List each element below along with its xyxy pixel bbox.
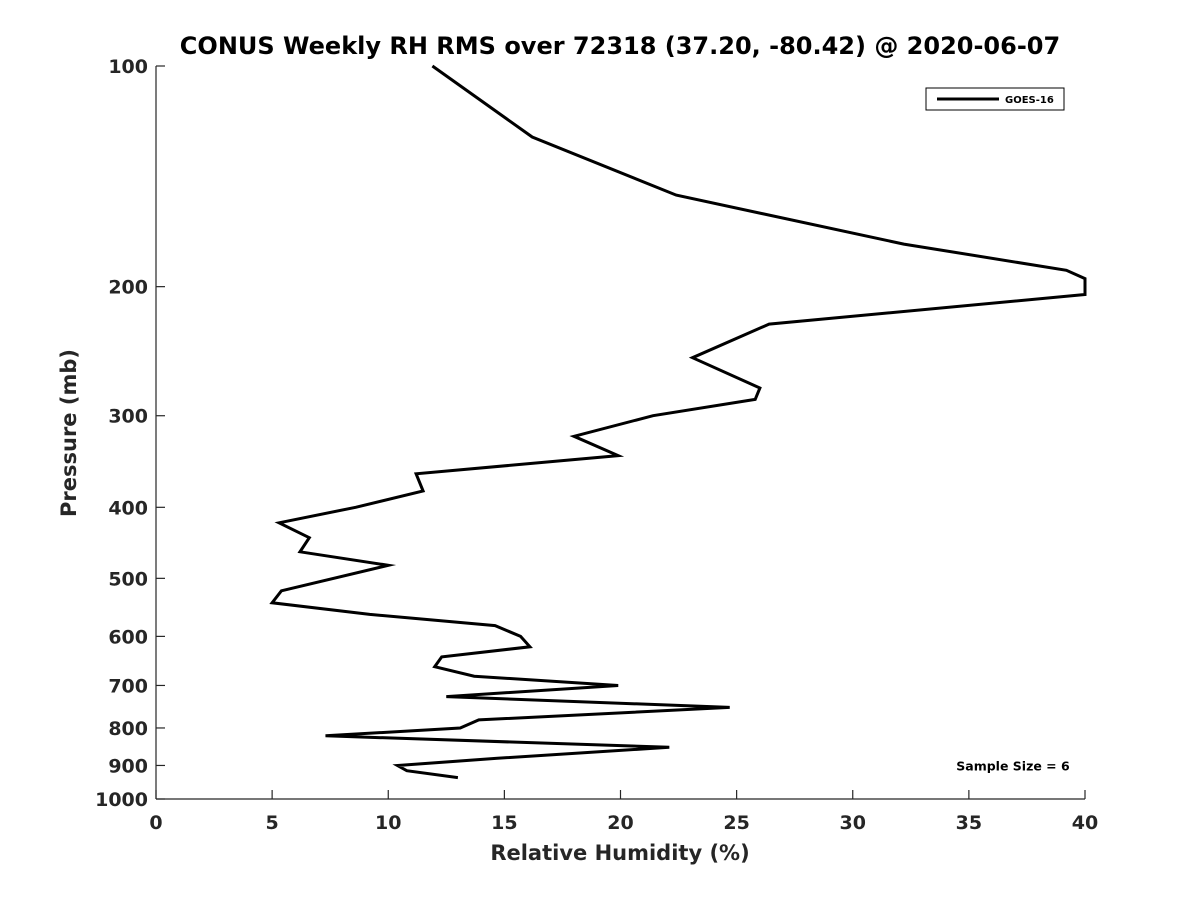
x-tick-label: 40 xyxy=(1072,812,1098,834)
x-tick-label: 10 xyxy=(375,812,401,834)
x-tick-label: 5 xyxy=(266,812,279,834)
y-tick-label: 300 xyxy=(108,406,148,428)
series-line-goes-16 xyxy=(269,64,1087,780)
x-axis-label: Relative Humidity (%) xyxy=(490,841,749,865)
y-tick-label: 500 xyxy=(108,568,148,590)
y-tick-label: 800 xyxy=(108,718,148,740)
y-tick-label: 600 xyxy=(108,626,148,648)
series-layer xyxy=(269,64,1087,780)
x-tick-label: 0 xyxy=(149,812,162,834)
y-tick-label: 200 xyxy=(108,277,148,299)
y-tick-label: 100 xyxy=(108,56,148,78)
x-tick-label: 35 xyxy=(956,812,982,834)
x-tick-label: 15 xyxy=(491,812,517,834)
y-tick-label: 700 xyxy=(108,675,148,697)
y-tick-label: 400 xyxy=(108,497,148,519)
y-tick-label: 900 xyxy=(108,755,148,777)
x-tick-label: 30 xyxy=(840,812,866,834)
x-tick-label: 20 xyxy=(607,812,633,834)
sample-size-annotation: Sample Size = 6 xyxy=(956,758,1070,773)
y-tick-label: 1000 xyxy=(95,789,148,811)
legend: GOES-16 xyxy=(925,87,1065,111)
x-tick-label: 25 xyxy=(723,812,749,834)
y-axis-label: Pressure (mb) xyxy=(57,349,81,517)
ticks: 0 5 10 15 20 25 30 35 40 100 200 300 400 500 600 700 800… xyxy=(95,56,1098,834)
legend-entry-goes-16: GOES-16 xyxy=(1005,95,1054,106)
chart-title: CONUS Weekly RH RMS over 72318 (37.20, -… xyxy=(180,32,1060,60)
